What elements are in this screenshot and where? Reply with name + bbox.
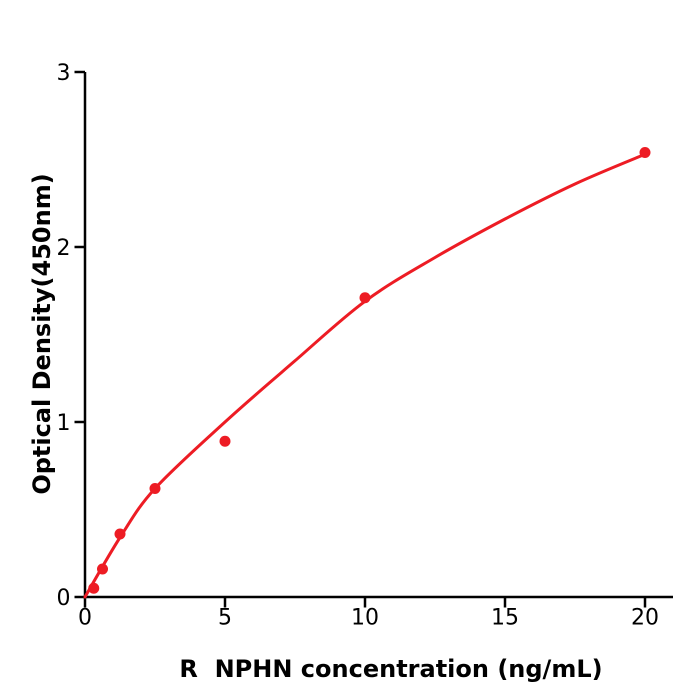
x-tick-label: 5 [218, 606, 232, 631]
x-tick-label: 15 [491, 606, 519, 631]
data-point-dot [639, 147, 651, 158]
data-points [88, 147, 651, 594]
data-point-dot [88, 582, 100, 594]
data-point-dot [97, 563, 108, 575]
x-axis-ticks: 0 5 10 15 20 [78, 597, 659, 631]
y-tick-label: 3 [57, 61, 71, 86]
data-point-dot [114, 528, 126, 540]
x-tick-label: 20 [631, 606, 659, 631]
y-axis-label: Optical Density(450nm) [28, 173, 56, 494]
y-tick-label: 1 [57, 411, 71, 436]
x-tick-label: 0 [78, 606, 92, 631]
fit-curve-line [83, 152, 647, 599]
x-tick-label: 10 [351, 606, 379, 631]
x-axis-label: R NPHN concentration (ng/mL) [179, 655, 602, 683]
y-tick-label: 0 [57, 586, 71, 611]
data-point-dot [149, 483, 161, 494]
data-point-dot [219, 435, 231, 447]
axis-lines [83, 72, 673, 599]
y-axis-ticks: 0 1 2 3 [57, 61, 85, 611]
data-point-dot [359, 292, 371, 304]
y-tick-label: 2 [57, 236, 71, 261]
